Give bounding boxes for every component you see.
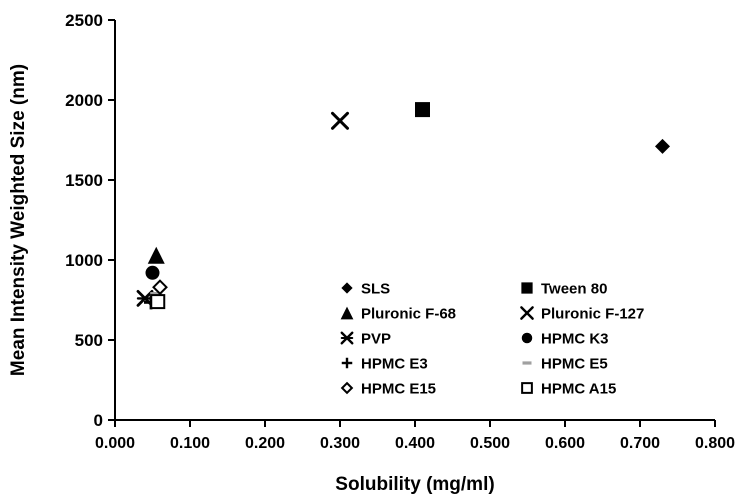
marker-sls — [655, 138, 670, 154]
x-tick-label: 0.300 — [320, 435, 360, 452]
legend-label-pluronic-f-127: Pluronic F-127 — [541, 306, 644, 323]
x-tick-label: 0.100 — [170, 435, 210, 452]
legend-label-sls: SLS — [361, 281, 390, 298]
marker-hpmc-e15 — [152, 279, 168, 296]
legend-marker-hpmc-a15 — [521, 382, 533, 394]
y-tick-label: 2000 — [65, 91, 103, 110]
x-tick-label: 0.200 — [245, 435, 285, 452]
marker-hpmc-a15 — [150, 294, 166, 310]
x-tick-label: 0.800 — [695, 435, 735, 452]
legend-label-hpmc-a15: HPMC A15 — [541, 381, 616, 398]
y-tick-label: 1000 — [65, 251, 103, 270]
x-tick-label: 0.500 — [470, 435, 510, 452]
marker-hpmc-k3 — [145, 265, 160, 280]
y-tick-label: 0 — [94, 411, 103, 430]
x-tick-label: 0.000 — [95, 435, 135, 452]
legend-label-tween-80: Tween 80 — [541, 281, 607, 298]
marker-tween-80 — [415, 102, 430, 118]
marker-pluronic-f-127 — [331, 111, 349, 130]
x-tick-label: 0.400 — [395, 435, 435, 452]
y-axis-title: Mean Intensity Weighted Size (nm) — [8, 64, 29, 376]
x-tick-label: 0.700 — [620, 435, 660, 452]
legend-marker-tween-80 — [521, 282, 533, 294]
legend-marker-sls — [341, 282, 353, 294]
legend-label-hpmc-k3: HPMC K3 — [541, 331, 609, 348]
legend-marker-hpmc-k3 — [521, 332, 533, 344]
legend-marker-hpmc-e15 — [340, 381, 354, 395]
legend: SLS Tween 80 Pluronic F-68 Pluronic F-127 PV… — [340, 281, 644, 398]
y-tick-label: 500 — [75, 331, 103, 350]
legend-label-pluronic-f-68: Pluronic F-68 — [361, 306, 456, 323]
marker-pluronic-f-68 — [147, 246, 165, 264]
legend-marker-hpmc-e3 — [341, 357, 353, 369]
legend-label-hpmc-e5: HPMC E5 — [541, 356, 608, 373]
legend-label-hpmc-e15: HPMC E15 — [361, 381, 436, 398]
legend-label-hpmc-e3: HPMC E3 — [361, 356, 428, 373]
y-tick-label: 2500 — [65, 11, 103, 30]
legend-marker-pluronic-f-127 — [520, 306, 534, 320]
legend-marker-pvp — [340, 331, 354, 345]
y-tick-label: 1500 — [65, 171, 103, 190]
x-tick-label: 0.600 — [545, 435, 585, 452]
legend-label-pvp: PVP — [361, 331, 391, 348]
data-points — [136, 102, 670, 310]
x-axis-title: Solubility (mg/ml) — [335, 474, 494, 495]
legend-marker-pluronic-f-68 — [340, 306, 354, 320]
